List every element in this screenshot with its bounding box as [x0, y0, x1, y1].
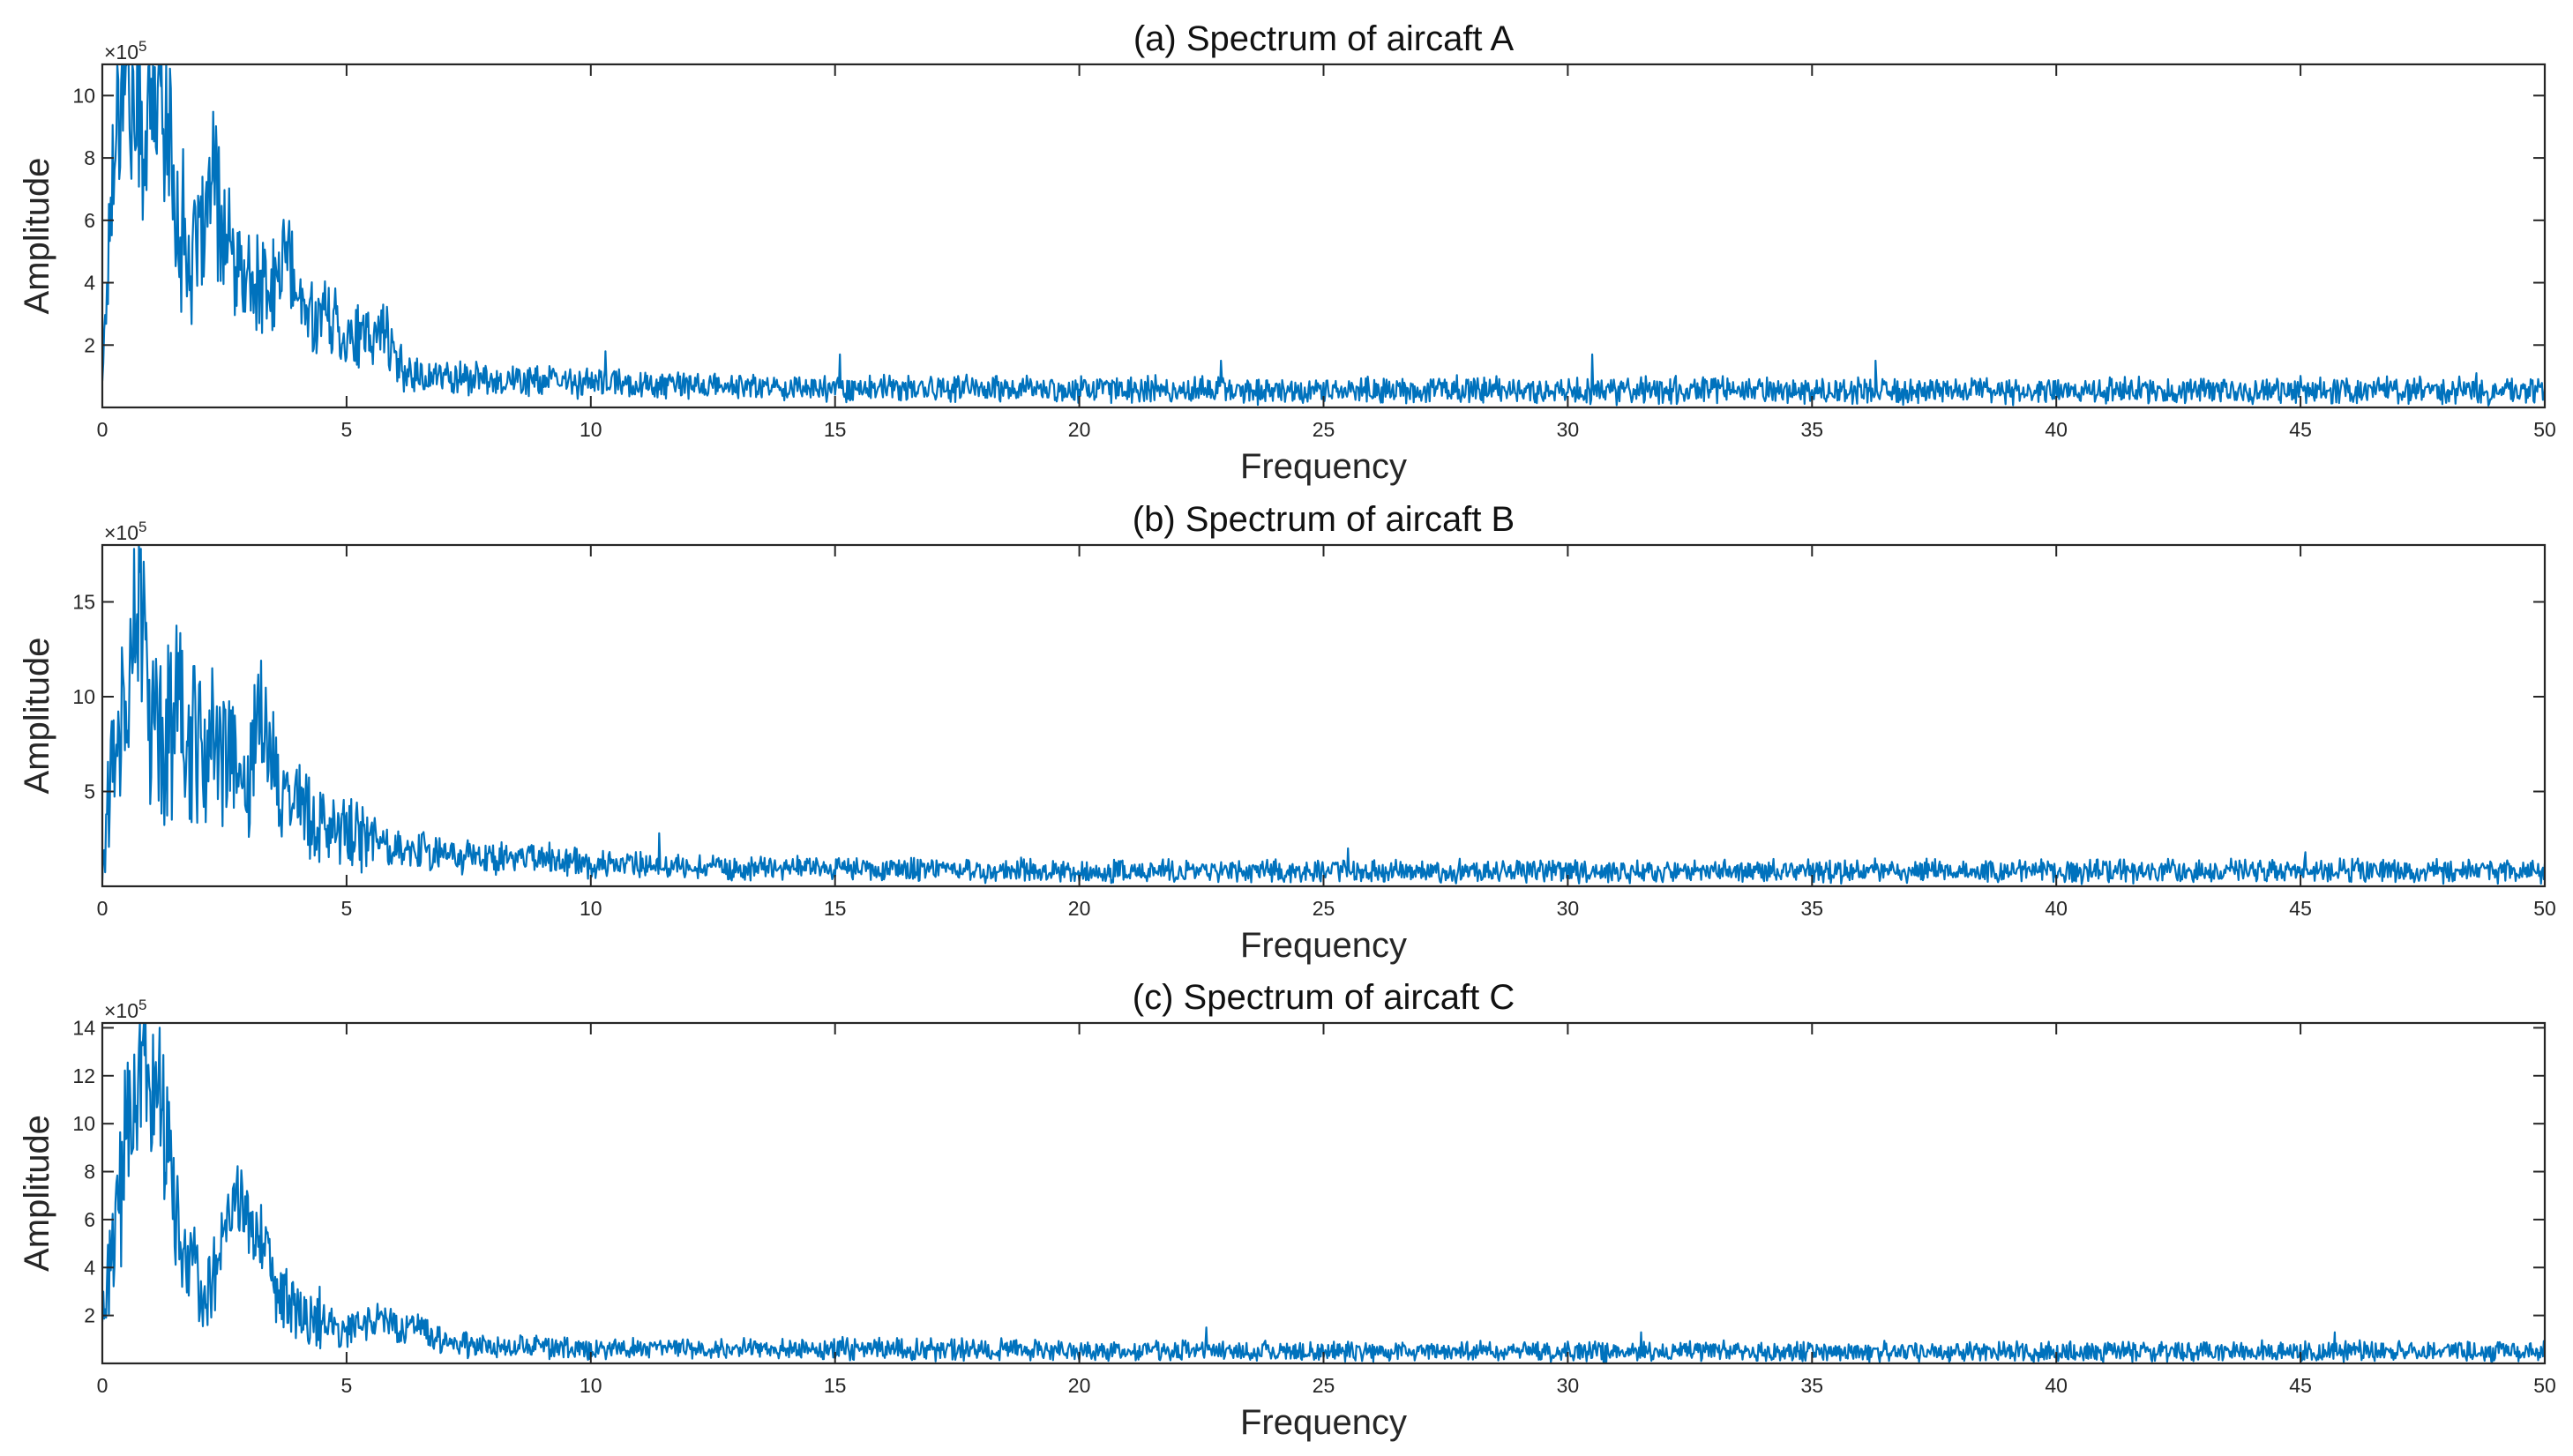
- x-tick-label: 5: [341, 418, 353, 441]
- spectrum-series-line: [102, 1023, 2545, 1363]
- chart-panel-3: (c) Spectrum of aircaft C0 5 10 15 20 25 30 35 4…: [18, 978, 2556, 1442]
- y-tick-label: 2: [84, 1304, 95, 1327]
- y-exponent-power: 5: [138, 519, 146, 535]
- plot-area-frame: [101, 543, 2547, 888]
- y-tick-label: 14: [72, 1016, 95, 1039]
- x-tick-label: 5: [341, 897, 353, 920]
- y-tick-label: 8: [84, 146, 95, 169]
- y-exponent-label: ×105: [104, 519, 146, 544]
- x-tick-label: 0: [97, 897, 108, 920]
- y-exponent-label: ×105: [104, 997, 146, 1022]
- y-tick-label: 12: [72, 1064, 95, 1087]
- chart-title: (a) Spectrum of aircaft A: [1133, 19, 1515, 58]
- x-tick-label: 20: [1068, 1374, 1091, 1397]
- y-exponent-base: ×10: [104, 999, 138, 1022]
- x-tick-label: 10: [580, 418, 602, 441]
- x-axis-label: Frequency: [1240, 447, 1407, 486]
- y-axis-label: Amplitude: [18, 638, 56, 795]
- x-axis-label: Frequency: [1240, 1403, 1407, 1442]
- x-tick-label: 25: [1313, 897, 1335, 920]
- chart-panel-2: (b) Spectrum of aircaft B 0 5 10 15 20 25 30 35 4…: [18, 500, 2556, 965]
- y-exponent-base: ×10: [104, 521, 138, 544]
- y-tick-label: 10: [72, 84, 95, 107]
- x-tick-label: 50: [2533, 1374, 2556, 1397]
- x-axis-label: Frequency: [1240, 926, 1407, 965]
- chart-title: (b) Spectrum of aircaft B: [1133, 500, 1515, 539]
- x-tick-label: 40: [2045, 418, 2068, 441]
- x-tick-label: 0: [97, 1374, 108, 1397]
- x-tick-label: 35: [1801, 1374, 1824, 1397]
- y-tick-label: 2: [84, 333, 95, 356]
- y-tick-label: 6: [84, 209, 95, 232]
- x-tick-label: 45: [2289, 897, 2312, 920]
- x-tick-label: 50: [2533, 897, 2556, 920]
- x-tick-label: 10: [580, 897, 602, 920]
- y-tick-label: 10: [72, 1112, 95, 1135]
- x-tick-label: 35: [1801, 418, 1824, 441]
- y-tick-label: 4: [84, 272, 95, 295]
- x-tick-label: 15: [824, 418, 847, 441]
- x-tick-label: 40: [2045, 897, 2068, 920]
- x-tick-label: 35: [1801, 897, 1824, 920]
- y-tick-label: 8: [84, 1161, 95, 1183]
- x-tick-label: 30: [1557, 418, 1580, 441]
- x-tick-label: 20: [1068, 897, 1091, 920]
- spectrum-series-line: [102, 545, 2545, 885]
- x-tick-label: 15: [824, 1374, 847, 1397]
- y-exponent-power: 5: [138, 38, 146, 55]
- x-tick-label: 45: [2289, 1374, 2312, 1397]
- x-tick-label: 30: [1557, 1374, 1580, 1397]
- x-tick-label: 5: [341, 1374, 353, 1397]
- chart-title: (c) Spectrum of aircaft C: [1133, 978, 1515, 1017]
- x-tick-label: 30: [1557, 897, 1580, 920]
- x-tick-label: 0: [97, 418, 108, 441]
- y-exponent-power: 5: [138, 997, 146, 1013]
- y-tick-label: 15: [72, 591, 95, 614]
- y-axis-label: Amplitude: [18, 158, 56, 315]
- x-tick-label: 40: [2045, 1374, 2068, 1397]
- y-tick-label: 5: [84, 780, 95, 803]
- chart-panel-1: (a) Spectrum of aircaft A0 5 10 15 20 25 30 35 4…: [18, 19, 2556, 486]
- plot-area-frame: [101, 63, 2547, 409]
- y-tick-label: 10: [72, 685, 95, 708]
- y-axis-label: Amplitude: [18, 1115, 56, 1272]
- y-exponent-base: ×10: [104, 41, 138, 63]
- x-tick-label: 10: [580, 1374, 602, 1397]
- x-tick-label: 45: [2289, 418, 2312, 441]
- spectrum-series-line: [102, 64, 2545, 407]
- x-tick-label: 25: [1313, 1374, 1335, 1397]
- plot-area-frame: [101, 1021, 2547, 1365]
- x-tick-label: 15: [824, 897, 847, 920]
- y-tick-label: 4: [84, 1256, 95, 1279]
- y-exponent-label: ×105: [104, 38, 146, 63]
- x-tick-label: 50: [2533, 418, 2556, 441]
- x-tick-label: 20: [1068, 418, 1091, 441]
- x-tick-label: 25: [1313, 418, 1335, 441]
- y-tick-label: 6: [84, 1208, 95, 1231]
